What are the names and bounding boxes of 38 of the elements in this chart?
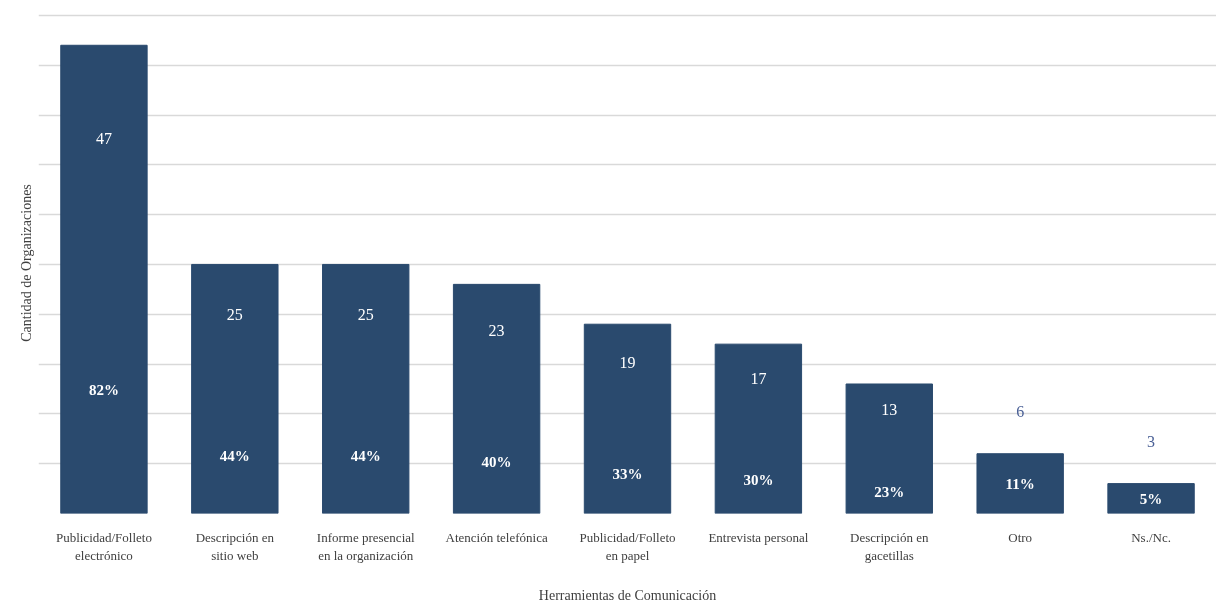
annotation: 5%: [1139, 490, 1163, 507]
x-tick-label: Publicidad/Folleto electrónico: [55, 529, 152, 563]
data-label: 19: [619, 353, 636, 371]
data-label: 23: [488, 321, 505, 339]
bar: [583, 323, 672, 514]
bar: [1107, 483, 1195, 514]
data-label: 3: [1147, 432, 1156, 450]
bar: [714, 343, 803, 514]
x-tick-label: Informe presencial en la organización: [316, 529, 416, 563]
annotation: 44%: [350, 447, 381, 464]
y-axis-title: Cantidad de Organizaciones: [18, 184, 34, 342]
bar: [322, 263, 410, 514]
data-label: 25: [226, 305, 243, 323]
data-label: 47: [95, 130, 112, 148]
x-axis-title: Herramientas de Comunicación: [538, 587, 717, 603]
data-label: 25: [357, 305, 374, 323]
x-tick-label: Otro: [1008, 529, 1033, 545]
bar: [191, 263, 279, 514]
bar: [976, 453, 1064, 514]
x-tick-label: Descripción en gacetillas: [850, 529, 929, 563]
x-tick-label: Descripción en sitio web: [195, 529, 275, 563]
data-label: 17: [750, 369, 767, 387]
x-tick-label: Ns./Nc.: [1131, 529, 1171, 545]
annotation: 44%: [219, 447, 250, 464]
annotation: 82%: [88, 381, 119, 398]
x-tick-label: Atención telefónica: [445, 529, 548, 545]
bar: [845, 383, 933, 514]
bar: [452, 283, 541, 514]
annotation: 11%: [1005, 475, 1035, 492]
data-label: 6: [1016, 403, 1025, 421]
bar: [60, 44, 148, 514]
data-label: 13: [881, 401, 898, 419]
annotation: 33%: [612, 465, 643, 482]
x-tick-label: Publicidad/Folleto en papel: [579, 529, 676, 563]
x-tick-label: Entrevista personal: [708, 529, 809, 545]
annotation: 23%: [874, 483, 905, 500]
annotation: 40%: [481, 453, 512, 470]
annotation: 30%: [743, 471, 774, 488]
